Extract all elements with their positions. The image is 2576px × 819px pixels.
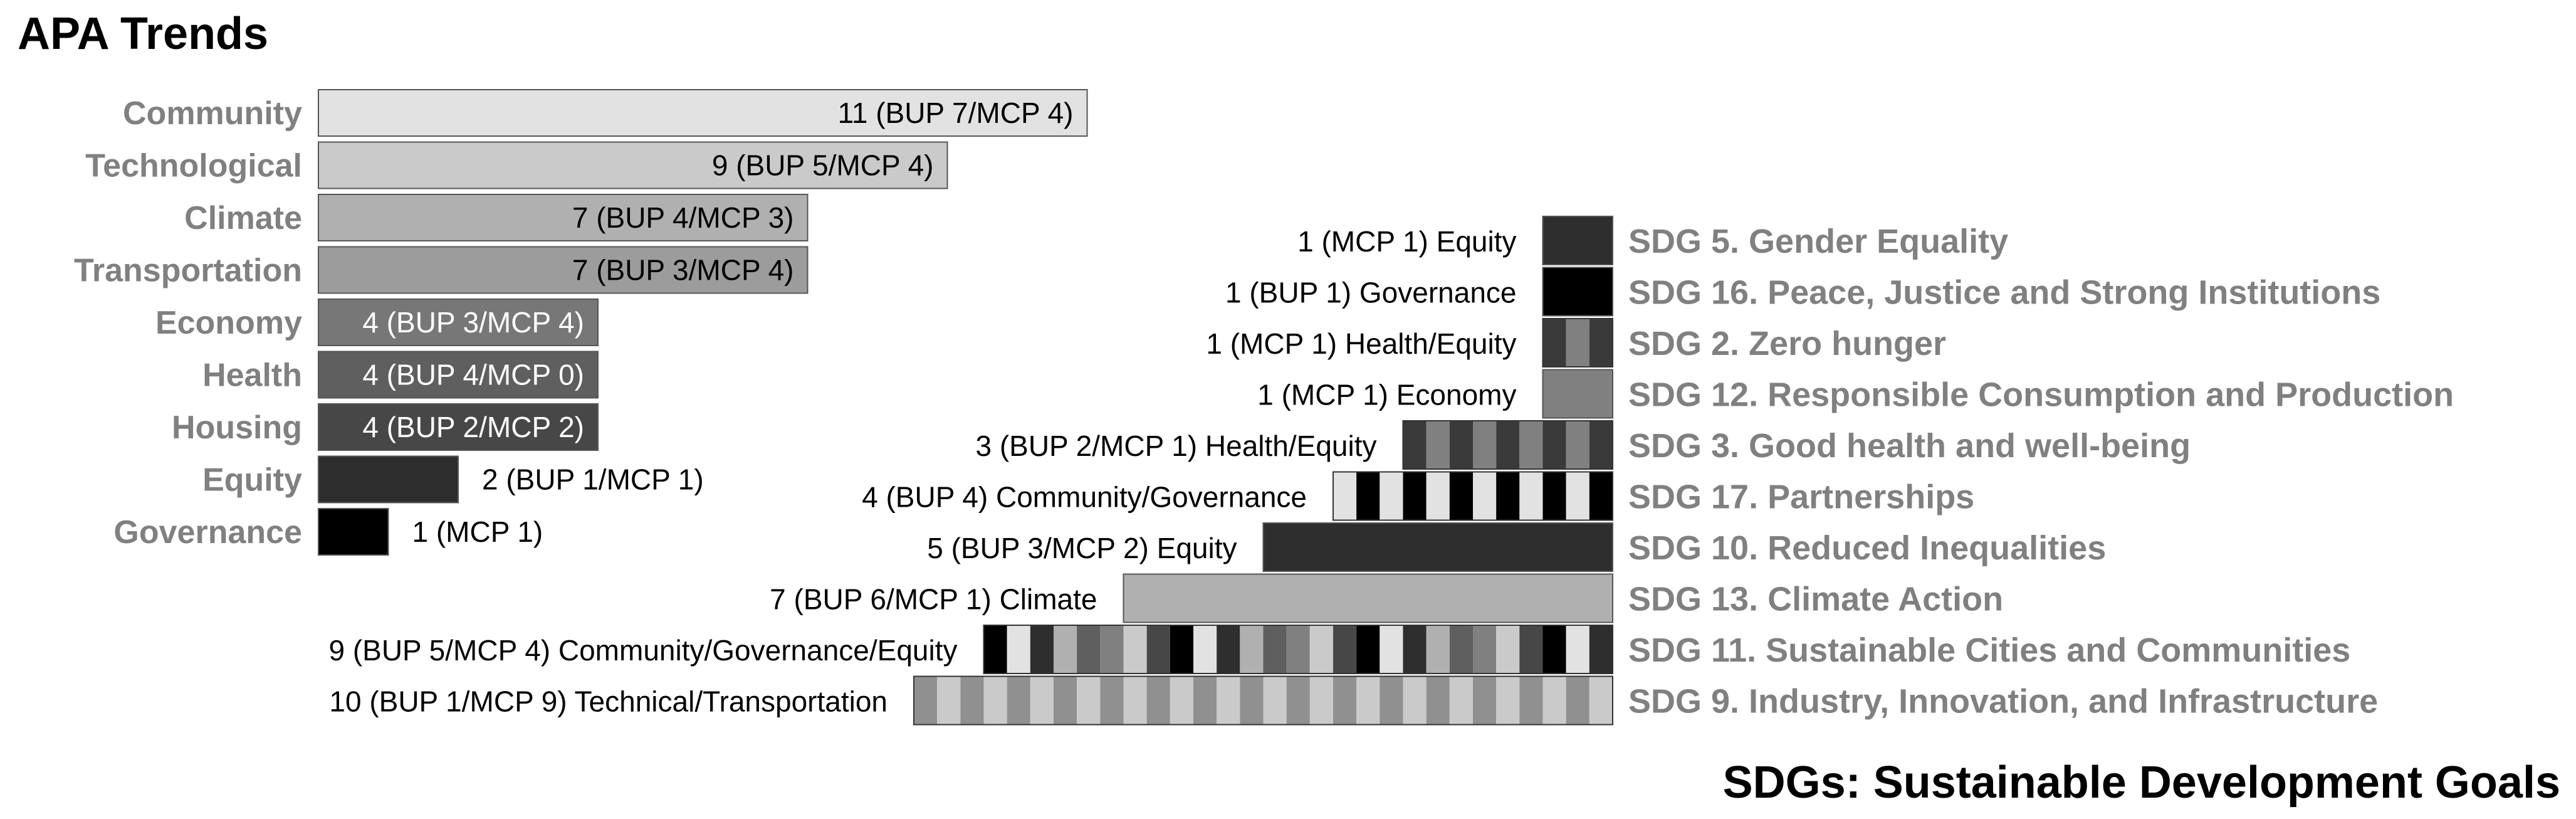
sdg-category-sdg-10-reduced-inequalities: SDG 10. Reduced Inequalities (1628, 529, 2106, 567)
apa-chart-title: APA Trends (18, 9, 268, 59)
sdg-bar-sdg-9-industry-innovation-and-infrastructure (913, 675, 1613, 726)
sdg-category-sdg-12-responsible-consumption-and-production: SDG 12. Responsible Consumption and Prod… (1628, 376, 2454, 414)
apa-bar-equity (318, 455, 459, 504)
sdg-bar-sdg-5-gender-equality (1542, 216, 1613, 265)
sdg-value-label-sdg-9-industry-innovation-and-infrastructure: 10 (BUP 1/MCP 9) Technical/Transportatio… (329, 685, 887, 718)
apa-value-label-technological: 9 (BUP 5/MCP 4) (712, 149, 934, 182)
sdg-bar-sdg-13-climate-action (1123, 573, 1613, 623)
apa-category-community: Community (123, 95, 302, 132)
sdg-bar-sdg-17-partnerships (1333, 471, 1613, 521)
apa-value-label-governance: 1 (MCP 1) (412, 515, 543, 548)
apa-bar-transportation (318, 246, 809, 294)
apa-category-housing: Housing (172, 410, 302, 446)
sdg-category-sdg-17-partnerships: SDG 17. Partnerships (1628, 478, 1974, 516)
apa-value-label-community: 11 (BUP 7/MCP 4) (838, 97, 1074, 129)
sdg-value-label-sdg-13-climate-action: 7 (BUP 6/MCP 1) Climate (770, 583, 1097, 616)
apa-value-label-health: 4 (BUP 4/MCP 0) (362, 359, 584, 391)
apa-value-label-climate: 7 (BUP 4/MCP 3) (572, 201, 794, 234)
apa-category-health: Health (202, 357, 302, 394)
sdg-value-label-sdg-3-good-health-and-well-being: 3 (BUP 2/MCP 1) Health/Equity (975, 430, 1376, 462)
sdg-category-sdg-11-sustainable-cities-and-communities: SDG 11. Sustainable Cities and Communiti… (1628, 631, 2350, 669)
apa-category-climate: Climate (184, 200, 302, 236)
apa-bar-housing (318, 403, 599, 451)
sdg-category-sdg-3-good-health-and-well-being: SDG 3. Good health and well-being (1628, 427, 2191, 465)
sdg-chart-title: SDGs: Sustainable Development Goals (1723, 758, 2560, 808)
apa-bar-economy (318, 299, 599, 346)
apa-bar-group: Community 11 (BUP 7/MCP 4) Technological 9 … (74, 89, 1088, 556)
apa-category-governance: Governance (113, 514, 302, 551)
sdg-bar-sdg-12-responsible-consumption-and-production (1542, 369, 1613, 419)
sdg-bar-sdg-3-good-health-and-well-being (1402, 420, 1613, 470)
apa-value-label-transportation: 7 (BUP 3/MCP 4) (572, 254, 794, 287)
sdg-value-label-sdg-5-gender-equality: 1 (MCP 1) Equity (1297, 225, 1516, 258)
sdg-category-sdg-16-peace-justice-and-strong-institutions: SDG 16. Peace, Justice and Strong Instit… (1628, 274, 2380, 312)
sdg-value-label-sdg-2-zero-hunger: 1 (MCP 1) Health/Equity (1206, 327, 1516, 360)
apa-category-technological: Technological (85, 148, 302, 184)
sdg-bar-sdg-11-sustainable-cities-and-communities (983, 625, 1613, 674)
apa-category-transportation: Transportation (74, 253, 302, 289)
sdg-bar-sdg-16-peace-justice-and-strong-institutions (1542, 267, 1613, 317)
sdg-bar-sdg-10-reduced-inequalities (1262, 522, 1613, 572)
apa-value-label-economy: 4 (BUP 3/MCP 4) (362, 306, 584, 339)
sdg-value-label-sdg-12-responsible-consumption-and-production: 1 (MCP 1) Economy (1257, 379, 1516, 411)
sdg-bar-group: 1 (MCP 1) Equity SDG 5. Gender Equality 1 … (328, 216, 2454, 726)
sdg-value-label-sdg-11-sustainable-cities-and-communities: 9 (BUP 5/MCP 4) Community/Governance/Equ… (328, 634, 957, 667)
apa-bar-health (318, 351, 599, 399)
apa-bar-technological (318, 141, 948, 189)
sdg-value-label-sdg-16-peace-justice-and-strong-institutions: 1 (BUP 1) Governance (1225, 277, 1517, 309)
sdg-value-label-sdg-10-reduced-inequalities: 5 (BUP 3/MCP 2) Equity (927, 532, 1237, 564)
apa-category-economy: Economy (155, 305, 302, 341)
apa-bar-community (318, 89, 1088, 137)
apa-bar-governance (318, 508, 389, 556)
sdg-value-label-sdg-17-partnerships: 4 (BUP 4) Community/Governance (862, 481, 1307, 514)
apa-category-equity: Equity (202, 462, 302, 499)
sdg-bar-sdg-2-zero-hunger (1542, 318, 1613, 367)
apa-bar-climate (318, 194, 809, 241)
apa-value-label-equity: 2 (BUP 1/MCP 1) (482, 463, 704, 496)
sdg-category-sdg-9-industry-innovation-and-infrastructure: SDG 9. Industry, Innovation, and Infrast… (1628, 683, 2378, 721)
apa-value-label-housing: 4 (BUP 2/MCP 2) (362, 411, 584, 443)
sdg-category-sdg-2-zero-hunger: SDG 2. Zero hunger (1628, 325, 1946, 362)
sdg-category-sdg-13-climate-action: SDG 13. Climate Action (1628, 581, 2003, 618)
sdg-category-sdg-5-gender-equality: SDG 5. Gender Equality (1628, 223, 2008, 260)
